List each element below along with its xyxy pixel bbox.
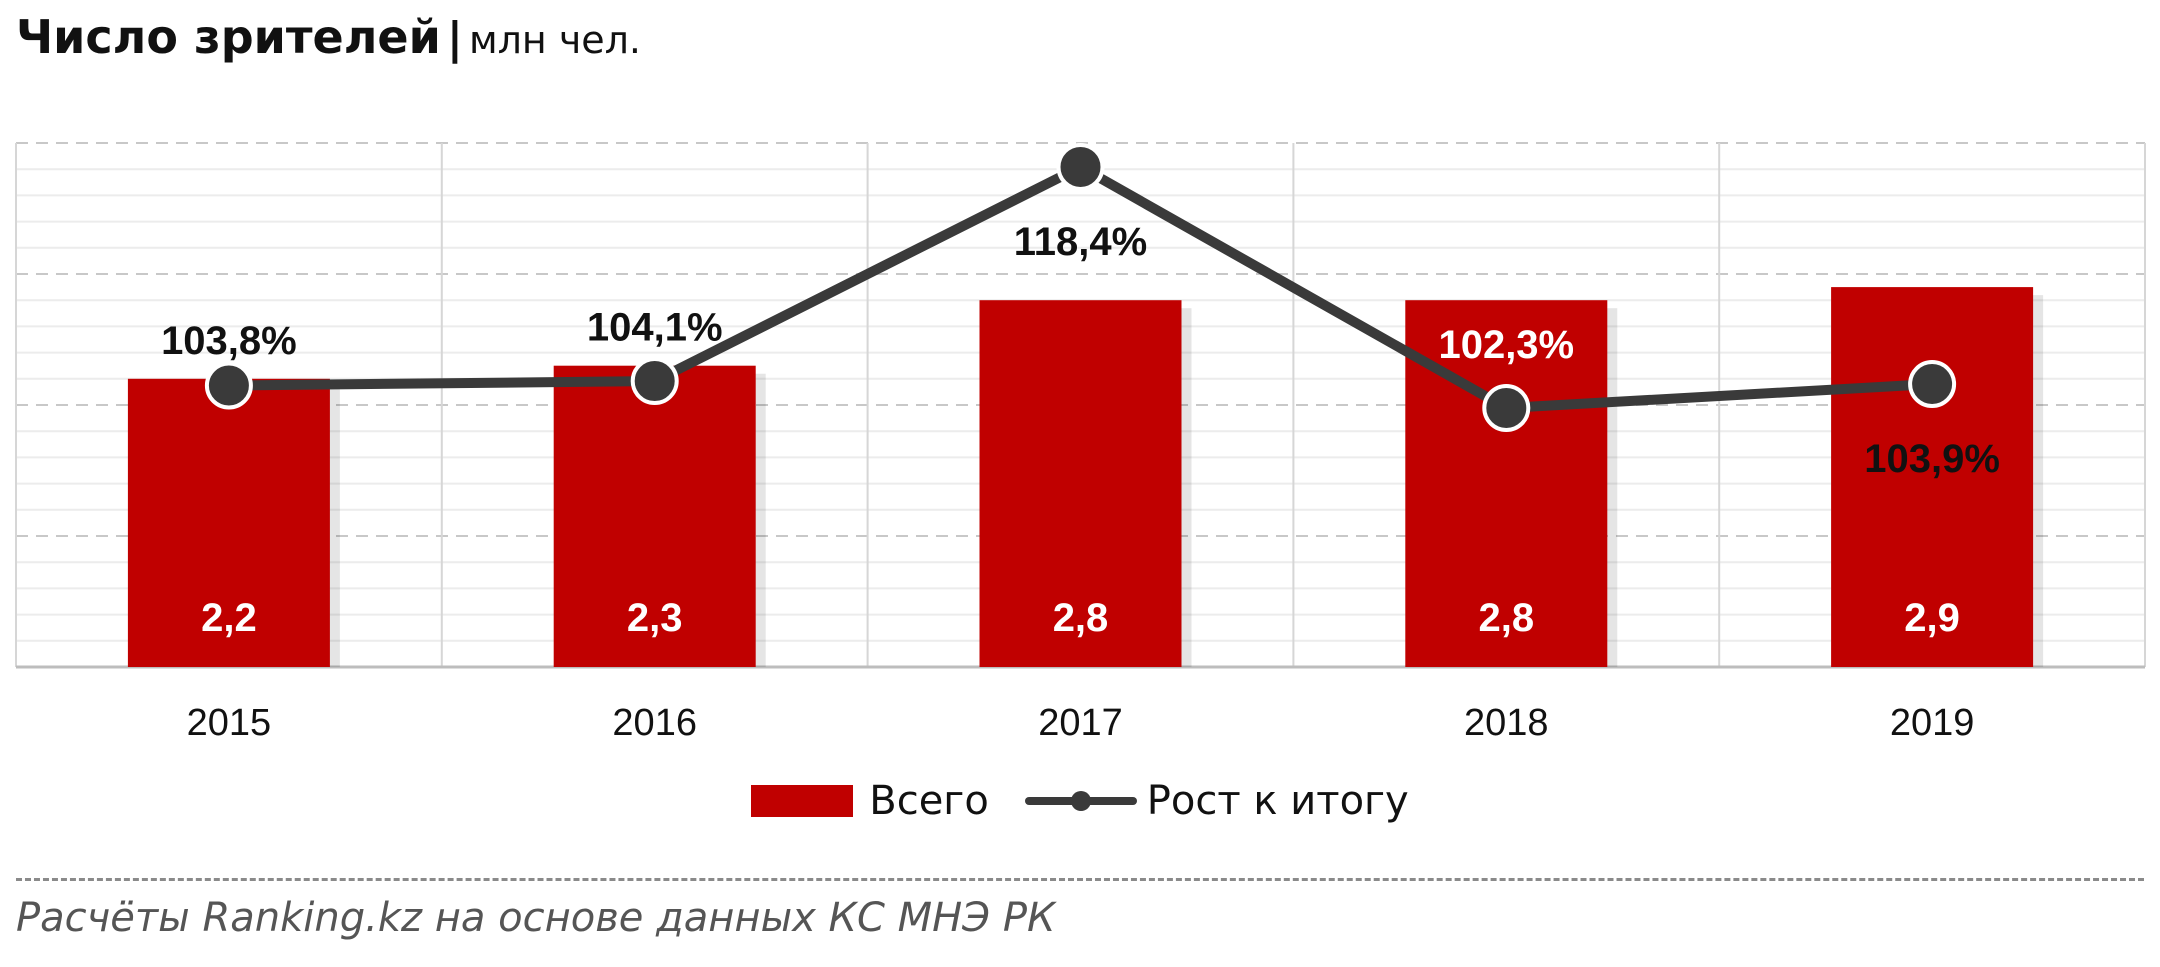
line-point <box>204 361 253 410</box>
line-point <box>1056 142 1105 191</box>
x-tick-label: 2017 <box>1038 702 1123 744</box>
legend: Всего Рост к итогу <box>0 778 2160 824</box>
legend-bar-swatch <box>751 785 854 817</box>
x-tick-label: 2016 <box>612 702 697 744</box>
bar-value-label: 2,3 <box>627 596 683 640</box>
bar <box>553 365 756 667</box>
source-note: Расчёты Ranking.kz на основе данных КС М… <box>16 895 1056 941</box>
chart-title-main: Число зрителей <box>16 10 441 64</box>
bar-value-label: 2,9 <box>1904 596 1960 640</box>
title-separator: | <box>446 13 463 64</box>
bar-value-label: 2,8 <box>1053 596 1109 640</box>
x-tick-label: 2018 <box>1464 702 1549 744</box>
legend-item-bars: Всего <box>751 778 989 824</box>
bar <box>1831 287 2034 667</box>
line-point <box>630 357 679 406</box>
growth-value-label: 104,1% <box>587 306 723 350</box>
legend-line-label: Рост к итогу <box>1146 778 1409 824</box>
line-point <box>1482 383 1531 432</box>
bar-value-label: 2,8 <box>1478 596 1534 640</box>
growth-value-label: 118,4% <box>1014 220 1147 264</box>
growth-value-label: 103,9% <box>1864 437 2000 481</box>
chart-title: Число зрителей | млн чел. <box>16 10 641 64</box>
divider <box>16 878 2144 881</box>
bar <box>979 300 1182 667</box>
bar <box>127 378 330 667</box>
legend-line-marker <box>1024 783 1137 819</box>
legend-item-line: Рост к итогу <box>1024 778 1409 824</box>
growth-value-label: 103,8% <box>161 319 297 363</box>
x-tick-label: 2015 <box>187 702 272 744</box>
line-point <box>1908 360 1957 409</box>
chart-title-unit: млн чел. <box>468 18 642 62</box>
bar <box>1405 300 1608 667</box>
legend-bar-label: Всего <box>869 778 989 824</box>
growth-value-label: 102,3% <box>1438 323 1574 367</box>
chart-plot: 2,2 2015 2,3 2016 2,8 2017 2,8 2018 2,9 2019 103,8… <box>15 142 2146 744</box>
bar-value-label: 2,2 <box>201 596 257 640</box>
x-tick-label: 2019 <box>1890 702 1975 744</box>
